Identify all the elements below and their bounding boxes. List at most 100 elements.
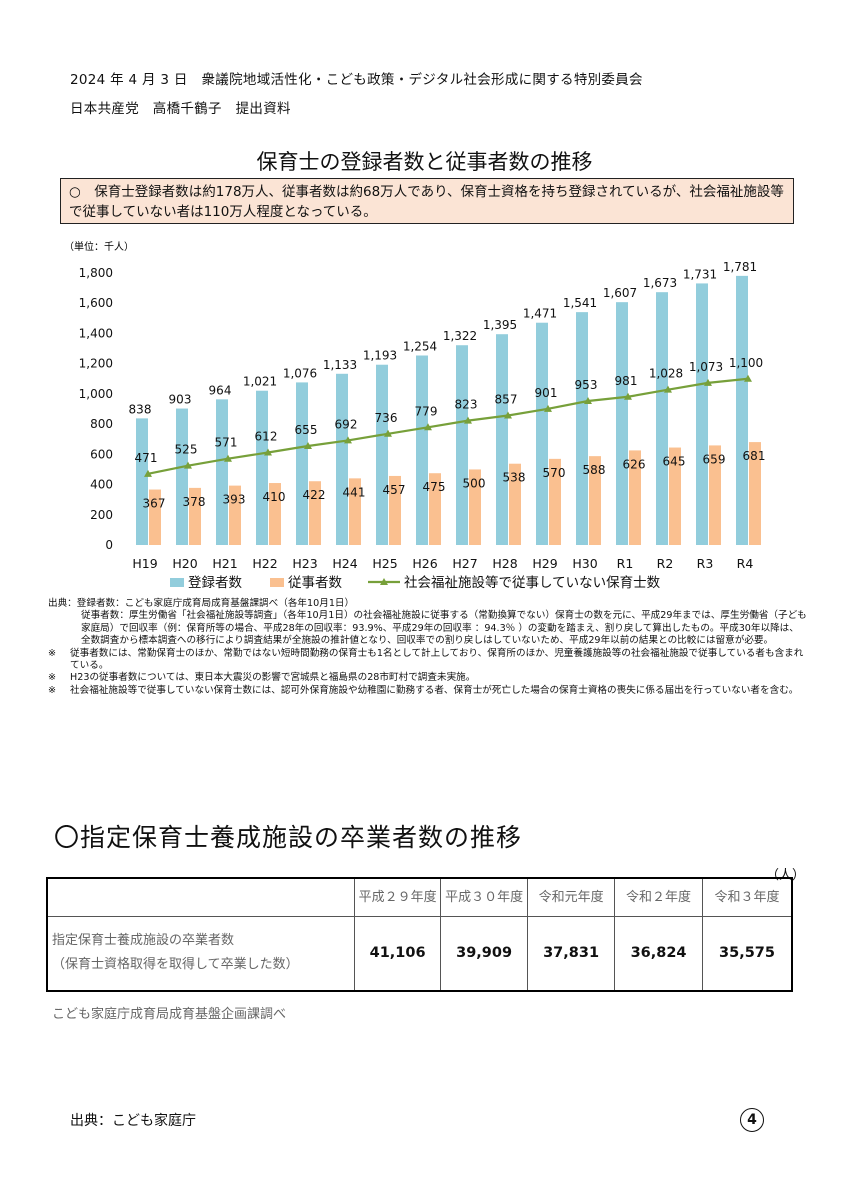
data-labels: 838 367 903 378 964 393 1,021 410 1,076 422 1,133 4… xyxy=(129,260,766,511)
line-series xyxy=(144,374,752,477)
table-cell: 35,575 xyxy=(702,915,793,992)
note-mark: ※ xyxy=(48,647,57,659)
data-label-not-working: 571 xyxy=(215,436,238,450)
data-label-employed: 626 xyxy=(623,457,646,471)
data-label-employed: 500 xyxy=(463,476,486,490)
row-label-sub: （保育士資格取得を取得して卒業した数） xyxy=(52,957,299,973)
bar-employed xyxy=(549,458,561,545)
x-tick-label: H25 xyxy=(372,556,397,571)
x-tick-label: H21 xyxy=(212,556,237,571)
bar-registered xyxy=(136,418,148,545)
line-marker xyxy=(144,469,152,477)
data-label-not-working: 823 xyxy=(455,398,478,412)
bar-registered xyxy=(616,302,628,545)
table-header-cell: 令和元年度 xyxy=(527,877,616,917)
source-label: 出典： xyxy=(48,598,77,609)
bar-registered xyxy=(656,292,668,545)
line-marker xyxy=(504,411,512,419)
y-tick-label: 0 xyxy=(105,538,113,552)
bar-employed xyxy=(709,445,721,545)
y-tick-label: 800 xyxy=(90,417,113,431)
table-header-row: 平成２９年度 平成３０年度 令和元年度 令和２年度 令和３年度 xyxy=(46,877,793,917)
bar-registered xyxy=(376,364,388,545)
legend: 登録者数 従事者数 社会福祉施設等で従事していない保育士数 xyxy=(170,574,661,591)
header-party-presenter: 日本共産党 高橋千鶴子 提出資料 xyxy=(70,101,291,117)
data-label-employed: 367 xyxy=(143,497,166,511)
line-marker xyxy=(744,374,752,382)
data-label-employed: 422 xyxy=(303,488,326,502)
page-number: 4 xyxy=(740,1108,764,1132)
table-header-cell: 平成２９年度 xyxy=(354,877,442,917)
data-label-employed: 538 xyxy=(503,471,526,485)
legend-label-registered: 登録者数 xyxy=(188,575,242,591)
data-label-employed: 378 xyxy=(183,495,206,509)
data-label-employed: 588 xyxy=(583,463,606,477)
source-registrants: 登録者数：こども家庭庁成育局成育基盤課調べ（各年10月1日） xyxy=(76,598,355,609)
y-axis: 0 200 400 600 800 1,000 1,200 1,400 1,600 1,800 xyxy=(79,266,113,552)
bar-registered xyxy=(536,322,548,545)
bar-employed xyxy=(269,483,281,545)
chart-unit-label: （単位：千人） xyxy=(64,240,134,253)
table-cell: 37,831 xyxy=(527,915,616,992)
bar-employed xyxy=(749,442,761,545)
header-date-committee: 2024 年 4 月 3 日 衆議院地域活性化・こども政策・デジタル社会形成に関… xyxy=(70,72,643,88)
bars xyxy=(136,275,761,545)
data-label-registered: 1,541 xyxy=(563,296,597,310)
x-tick-label: H28 xyxy=(492,556,517,571)
data-label-not-working: 779 xyxy=(415,404,438,418)
table-header-empty xyxy=(46,877,356,917)
bar-registered xyxy=(256,390,268,545)
bar-employed xyxy=(389,475,401,545)
data-label-registered: 964 xyxy=(209,383,232,397)
y-tick-label: 400 xyxy=(90,478,113,492)
x-tick-label: H22 xyxy=(252,556,277,571)
data-label-not-working: 692 xyxy=(335,417,358,431)
bar-registered xyxy=(336,373,348,545)
bar-registered xyxy=(456,345,468,545)
source-workers: 従事者数：厚生労働省「社会福祉施設等調査」（各年10月1日）の社会福祉施設に従事… xyxy=(81,610,807,647)
y-tick-label: 1,000 xyxy=(79,387,113,401)
bar-employed xyxy=(309,481,321,545)
x-tick-label: R4 xyxy=(737,556,754,571)
x-tick-label: H30 xyxy=(572,556,597,571)
data-label-registered: 1,193 xyxy=(363,349,397,363)
bar-registered xyxy=(496,334,508,545)
line-marker xyxy=(264,448,272,456)
line-marker xyxy=(584,396,592,404)
line-marker xyxy=(224,454,232,462)
x-tick-label: H23 xyxy=(292,556,317,571)
data-label-registered: 1,021 xyxy=(243,375,277,389)
table-header-cell: 令和２年度 xyxy=(614,877,704,917)
data-label-not-working: 1,028 xyxy=(649,367,683,381)
legend-marker-not-working xyxy=(380,578,388,585)
y-tick-label: 1,600 xyxy=(79,296,113,310)
data-label-employed: 393 xyxy=(223,493,246,507)
data-label-employed: 570 xyxy=(543,466,566,480)
line-marker xyxy=(624,392,632,400)
line-marker xyxy=(464,416,472,424)
data-label-not-working: 471 xyxy=(135,451,158,465)
line-marker xyxy=(304,442,312,450)
line-marker xyxy=(344,436,352,444)
data-label-employed: 457 xyxy=(383,483,406,497)
chart-title: 保育士の登録者数と従事者数の推移 xyxy=(256,150,593,174)
row-label-main: 指定保育士養成施設の卒業者数 xyxy=(52,933,235,949)
bar-registered xyxy=(416,355,428,545)
chart: （単位：千人） 0 200 400 600 800 1,000 1,200 1,400 1,60… xyxy=(64,240,766,591)
bar-registered xyxy=(696,283,708,545)
data-label-registered: 1,254 xyxy=(403,340,437,354)
table-cell: 41,106 xyxy=(354,915,442,992)
bar-registered xyxy=(736,275,748,545)
data-label-registered: 1,076 xyxy=(283,366,317,380)
chart-notes: 出典： 登録者数：こども家庭庁成育局成育基盤課調べ（各年10月1日） 従事者数：… xyxy=(48,598,808,697)
table-row-label: 指定保育士養成施設の卒業者数 （保育士資格取得を取得して卒業した数） xyxy=(46,915,356,992)
data-label-registered: 1,471 xyxy=(523,307,557,321)
x-tick-label: R2 xyxy=(657,556,674,571)
table-cell: 39,909 xyxy=(440,915,529,992)
x-tick-label: H29 xyxy=(532,556,557,571)
data-label-not-working: 901 xyxy=(535,386,558,400)
table-header-cell: 令和３年度 xyxy=(702,877,793,917)
data-label-registered: 903 xyxy=(169,393,192,407)
x-tick-label: R3 xyxy=(697,556,714,571)
bar-employed xyxy=(509,463,521,545)
